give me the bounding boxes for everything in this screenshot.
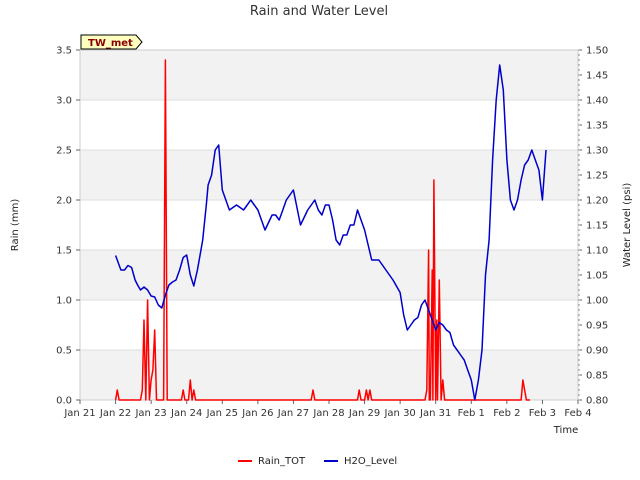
right-y-axis: 0.80 0.85 0.90 0.95 1.00 1.05 1.10 1.15 1.20 1.25… <box>578 46 608 407</box>
y-right-tick-label: 1.20 <box>586 196 608 207</box>
x-tick-label: Jan 21 <box>63 408 95 419</box>
y-right-tick-label: 1.50 <box>586 46 608 57</box>
x-axis: Jan 21 Jan 22 Jan 23 Jan 24 Jan 25 Jan 26 Jan … <box>63 400 592 419</box>
y-right-tick-label: 0.90 <box>586 346 608 357</box>
x-tick-label: Jan 26 <box>241 408 273 419</box>
station-badge-label: TW_met <box>88 38 133 49</box>
legend: Rain_TOT H2O_Level <box>238 456 397 467</box>
legend-label-rain: Rain_TOT <box>258 456 306 467</box>
chart-title: Rain and Water Level <box>250 4 388 19</box>
y-right-tick-label: 1.35 <box>586 121 608 132</box>
left-y-axis: 0.0 0.5 1.0 1.5 2.0 2.5 3.0 3.5 <box>56 46 80 407</box>
y-left-tick-label: 1.5 <box>56 246 72 257</box>
y-right-tick-label: 1.00 <box>586 296 608 307</box>
y-left-tick-label: 0.0 <box>56 396 72 407</box>
y-right-tick-label: 0.80 <box>586 396 608 407</box>
right-y-axis-label: Water Level (psi) <box>622 183 633 268</box>
y-left-tick-label: 3.5 <box>56 46 72 57</box>
x-axis-label: Time <box>553 425 578 436</box>
station-badge-box <box>80 34 143 50</box>
y-right-tick-label: 1.15 <box>586 221 608 232</box>
x-tick-label: Jan 30 <box>383 408 415 419</box>
x-tick-label: Feb 1 <box>458 408 485 419</box>
y-right-tick-label: 1.10 <box>586 246 608 257</box>
y-right-tick-label: 1.30 <box>586 146 608 157</box>
x-tick-label: Jan 22 <box>99 408 131 419</box>
y-left-tick-label: 2.0 <box>56 196 72 207</box>
band <box>80 150 578 200</box>
y-right-tick-label: 0.85 <box>586 371 608 382</box>
x-tick-label: Feb 3 <box>529 408 556 419</box>
legend-label-h2o: H2O_Level <box>344 456 397 467</box>
x-tick-label: Jan 24 <box>170 408 202 419</box>
band <box>80 250 578 300</box>
y-right-tick-label: 0.95 <box>586 321 608 332</box>
x-tick-label: Feb 4 <box>564 408 591 419</box>
y-right-tick-label: 1.05 <box>586 271 608 282</box>
x-tick-label: Feb 2 <box>493 408 520 419</box>
x-tick-label: Jan 27 <box>277 408 309 419</box>
band <box>80 50 578 100</box>
background-bands <box>80 50 578 400</box>
x-tick-label: Jan 29 <box>348 408 380 419</box>
station-badge: TW_met <box>80 34 143 50</box>
y-left-tick-label: 1.0 <box>56 296 72 307</box>
y-right-tick-label: 1.40 <box>586 96 608 107</box>
x-tick-label: Jan 31 <box>419 408 451 419</box>
y-left-tick-label: 3.0 <box>56 96 72 107</box>
x-tick-label: Jan 25 <box>206 408 238 419</box>
series-layer <box>114 59 547 401</box>
y-left-tick-label: 0.5 <box>56 346 72 357</box>
x-tick-label: Jan 23 <box>134 408 166 419</box>
y-right-tick-label: 1.45 <box>586 71 608 82</box>
series-line-rain-tot <box>114 59 530 401</box>
left-y-axis-label: Rain (mm) <box>10 199 21 252</box>
series-line-h2o-level <box>114 64 547 401</box>
x-tick-label: Jan 28 <box>312 408 344 419</box>
y-left-tick-label: 2.5 <box>56 146 72 157</box>
y-right-tick-label: 1.25 <box>586 171 608 182</box>
